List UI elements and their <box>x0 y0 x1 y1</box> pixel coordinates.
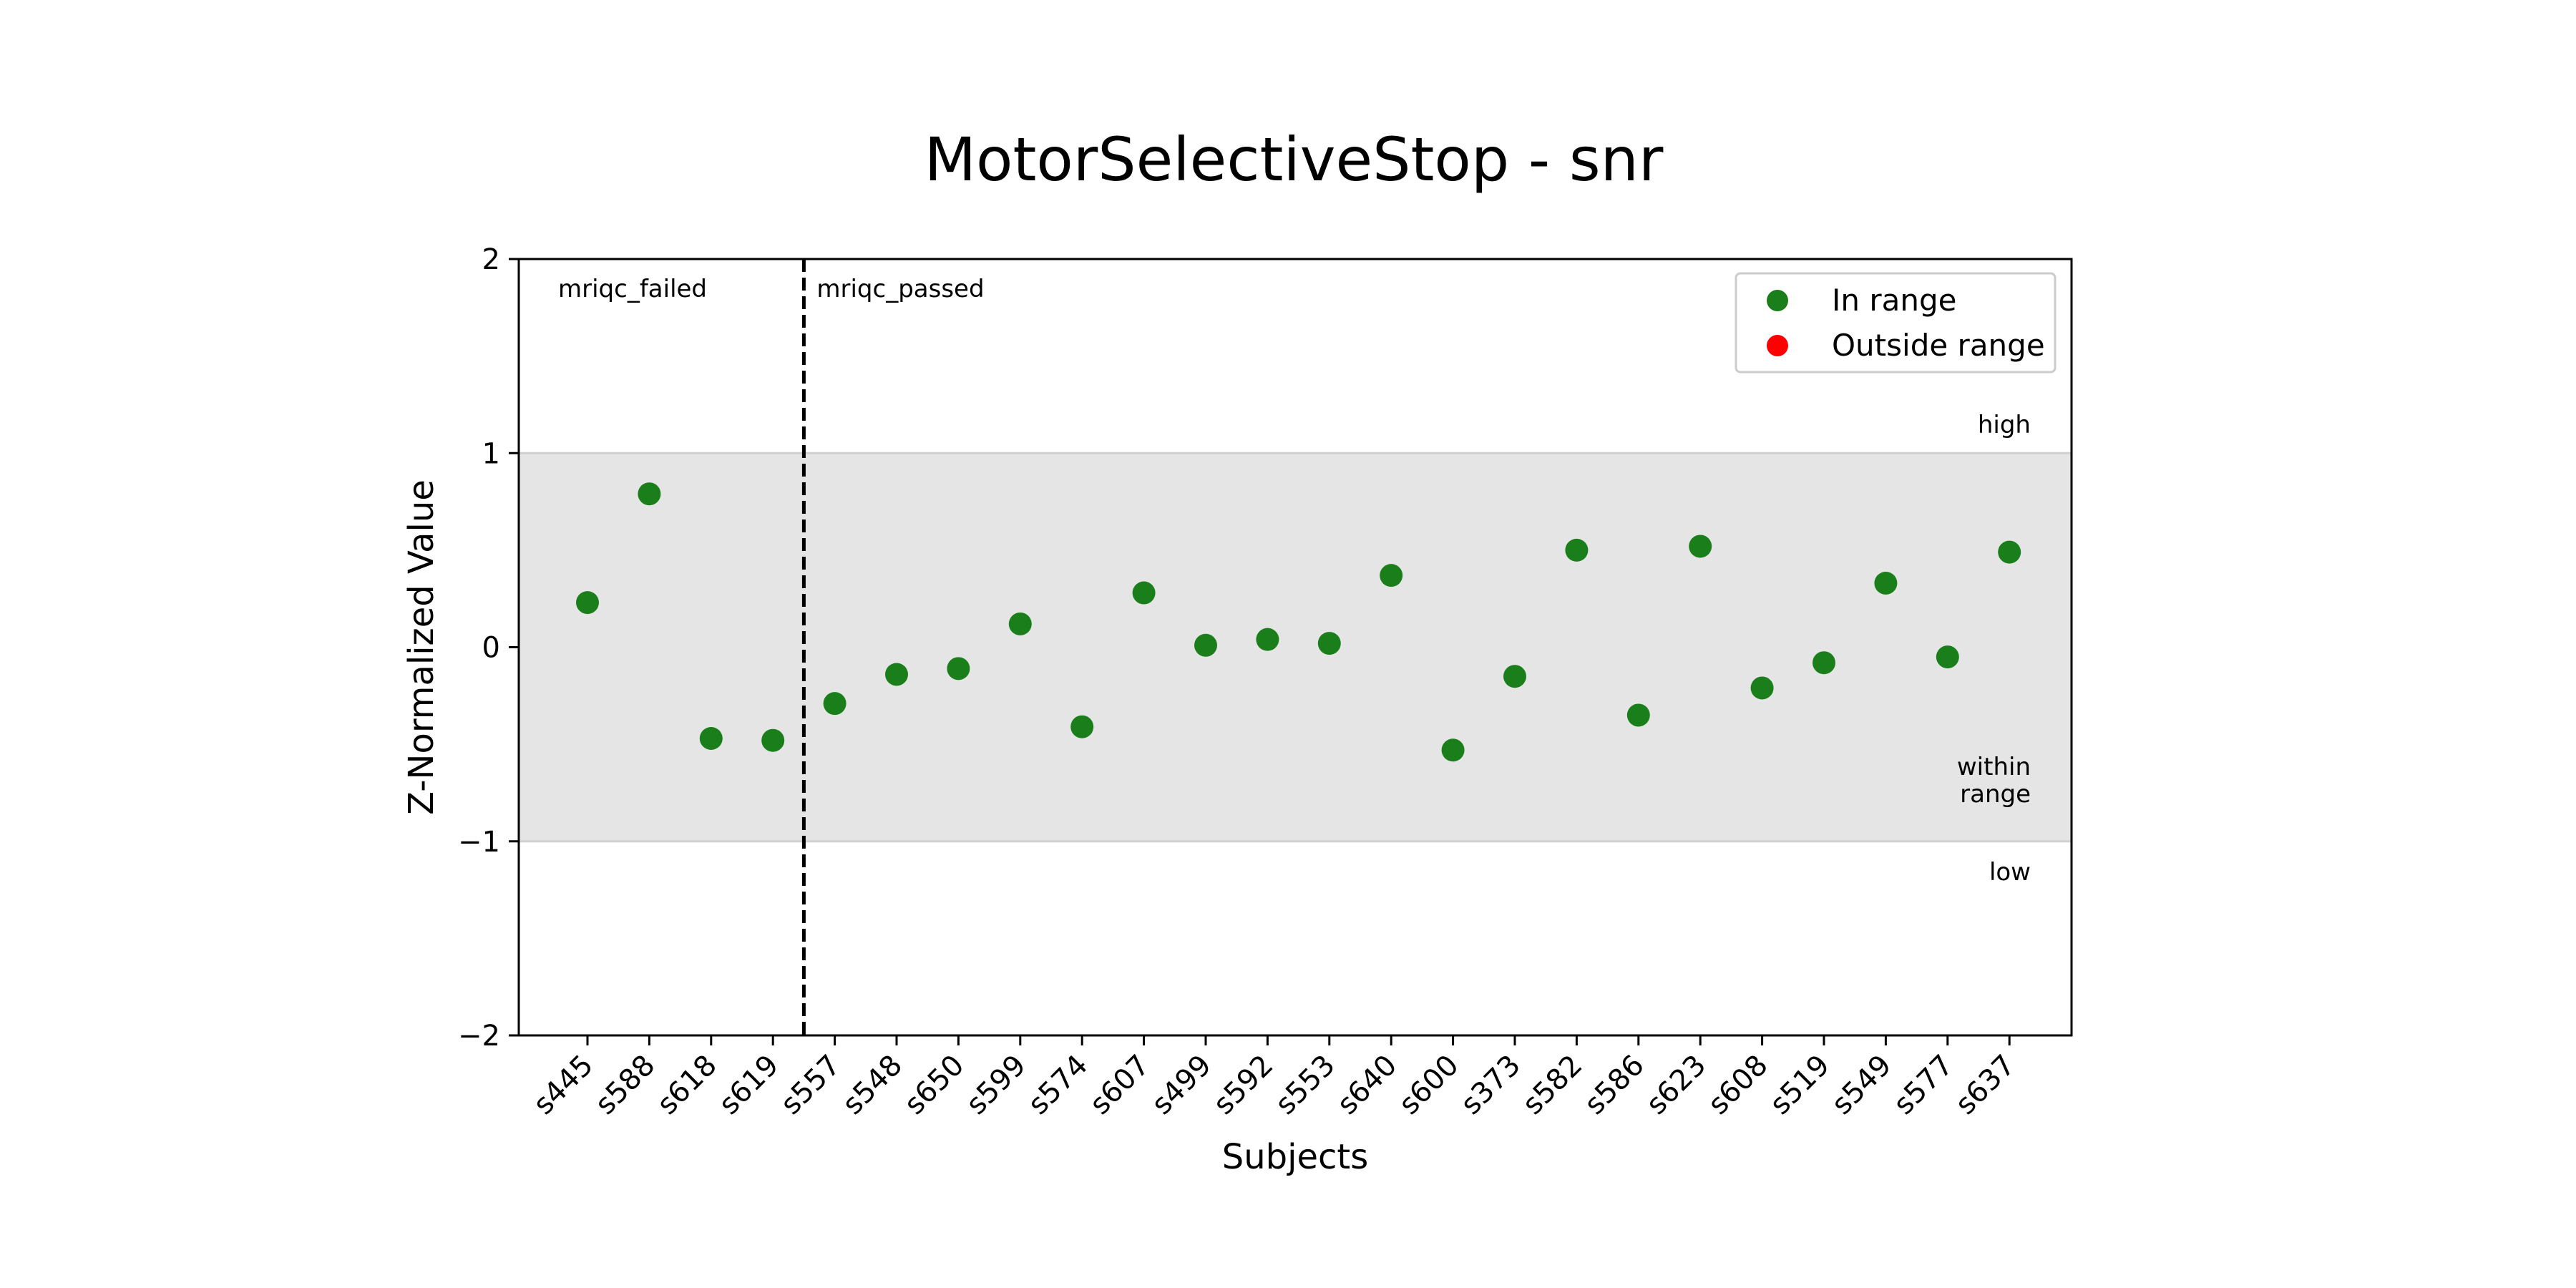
data-point-s619 <box>761 728 785 752</box>
data-point-s557 <box>823 692 847 716</box>
data-point-s623 <box>1689 535 1712 558</box>
data-point-s445 <box>576 591 599 615</box>
data-point-s519 <box>1813 651 1835 675</box>
data-point-s607 <box>1132 581 1156 605</box>
band-label-low: low <box>1989 858 2031 887</box>
band-label-within: within <box>1957 753 2031 781</box>
legend-marker-outside-range <box>1767 335 1788 356</box>
legend-label-outside-range: Outside range <box>1832 328 2045 363</box>
data-point-s599 <box>1008 612 1032 635</box>
data-point-s600 <box>1441 738 1465 762</box>
data-point-s499 <box>1194 633 1217 657</box>
plot-area <box>517 258 2073 1037</box>
chart-title: MotorSelectiveStop - snr <box>924 125 1664 195</box>
y-tick-label: −2 <box>458 1020 500 1053</box>
data-point-s618 <box>699 726 723 750</box>
y-tick-label: 2 <box>482 243 500 276</box>
x-axis-label: Subjects <box>1222 1137 1368 1177</box>
data-point-s549 <box>1874 571 1898 595</box>
data-point-s582 <box>1565 538 1589 562</box>
within-range-band <box>519 453 2072 841</box>
legend: In range Outside range <box>1735 272 2057 374</box>
band-label-high: high <box>1978 411 2031 439</box>
band-label-range: range <box>1960 780 2031 809</box>
data-point-s592 <box>1256 628 1279 651</box>
y-tick-label: 0 <box>482 632 500 665</box>
legend-box <box>1735 272 2057 374</box>
data-point-s637 <box>1998 540 2021 564</box>
data-point-s586 <box>1626 703 1650 727</box>
data-points <box>576 482 2021 762</box>
data-point-s574 <box>1070 715 1094 738</box>
data-point-s640 <box>1380 564 1403 587</box>
data-point-s608 <box>1750 676 1774 700</box>
data-point-s577 <box>1936 645 1959 669</box>
data-point-s553 <box>1317 632 1341 655</box>
legend-label-in-range: In range <box>1832 283 1956 318</box>
data-point-s588 <box>638 482 661 506</box>
group-label-mriqc-passed: mriqc_passed <box>816 275 984 303</box>
y-axis-label: Z-Normalized Value <box>401 479 441 815</box>
data-point-s650 <box>947 657 970 680</box>
y-tick-label: −1 <box>458 826 500 859</box>
data-point-s373 <box>1503 665 1526 688</box>
y-tick-label: 1 <box>482 437 500 470</box>
legend-marker-in-range <box>1767 290 1788 311</box>
group-label-mriqc-failed: mriqc_failed <box>558 275 707 303</box>
y-axis: 2 1 0 −1 −2 <box>458 243 519 1053</box>
data-point-s548 <box>885 663 908 686</box>
